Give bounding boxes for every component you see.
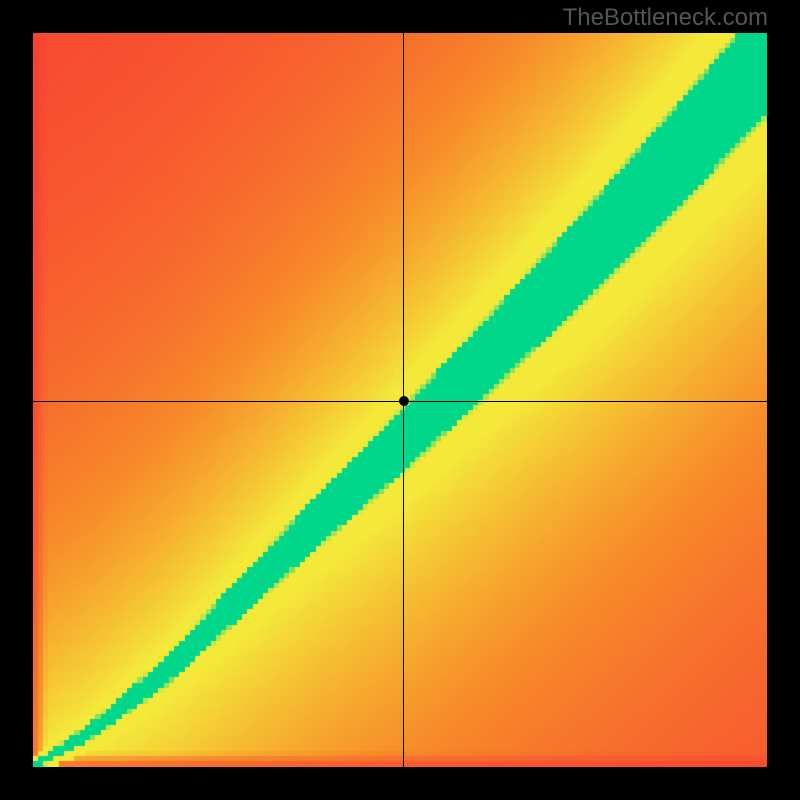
chart-root: TheBottleneck.com <box>0 0 800 800</box>
heatmap-panel <box>33 33 767 767</box>
watermark-text: TheBottleneck.com <box>563 4 768 32</box>
